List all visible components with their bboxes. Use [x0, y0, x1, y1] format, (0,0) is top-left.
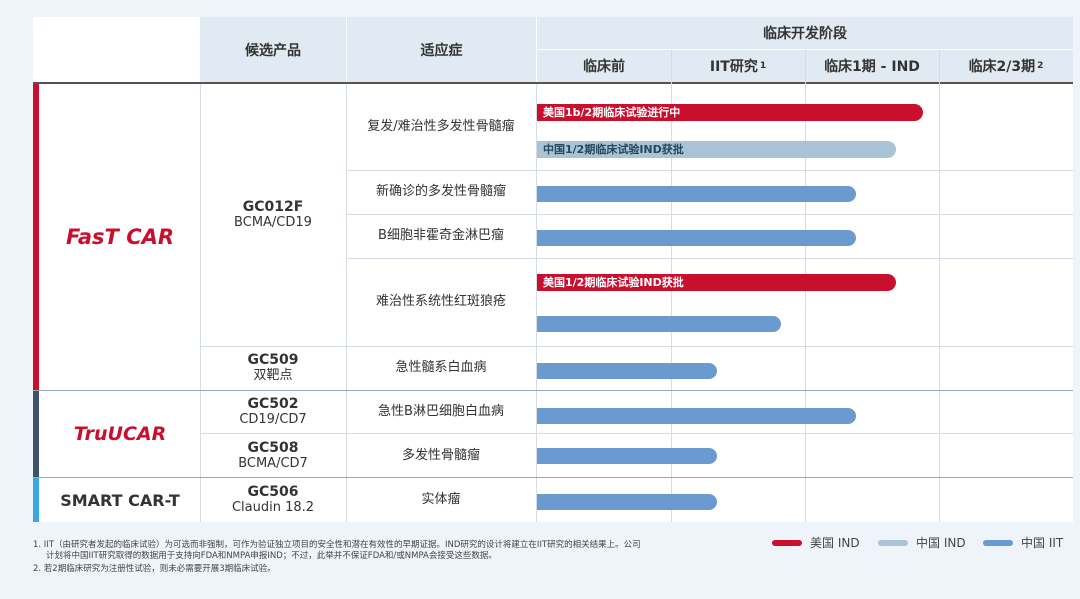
footnote-1: 1. IIT（由研究者发起的临床试验）为可选而非强制，可作为验证独立项目的安全性…	[33, 540, 773, 562]
row-line-2	[346, 214, 1073, 215]
brand-fastcar-logo: FasT CAR	[65, 225, 175, 249]
bar-gc012f-ndmm-cn-iit	[537, 186, 856, 202]
bar-gc012f-rrmm-cn-ind: 中国1/2期临床试验IND获批	[537, 141, 896, 158]
product-gc509: GC509 双靶点	[200, 346, 346, 390]
product-gc506: GC506 Claudin 18.2	[200, 478, 346, 522]
group-line-1	[33, 390, 1073, 391]
stage-divider-3	[939, 50, 940, 522]
bar-gc509-aml-cn-iit	[537, 363, 717, 379]
product-code: GC012F	[242, 199, 304, 215]
bar-gc502-ball-cn-iit	[537, 408, 856, 424]
col-divider-stage	[536, 84, 537, 522]
bar-gc508-mm-cn-iit	[537, 448, 717, 464]
header-stage-preclinical: 临床前	[583, 59, 625, 75]
product-code: GC509	[247, 352, 299, 368]
indication-rrmm: 复发/难治性多发性骨髓瘤	[367, 119, 515, 134]
header-indication: 适应症	[420, 42, 463, 59]
row-line-1	[346, 170, 1073, 171]
legend-label: 中国 IND	[916, 536, 966, 550]
header-stage-iit: IIT研究 1	[709, 59, 767, 75]
brand-strip-smartcart	[33, 478, 39, 522]
legend-swatch-us-ind	[772, 539, 802, 546]
indication-mm: 多发性骨髓瘤	[401, 447, 480, 463]
header-indication-bg	[347, 17, 536, 82]
brand-truucar-logo: TruUCAR	[73, 423, 167, 445]
bar-gc012f-bnhl-cn-iit	[537, 230, 856, 246]
legend-cn-iit: 中国 IIT	[983, 534, 1063, 551]
brand-smartcart-label: SMART CAR-T	[60, 490, 180, 510]
brand-strip-fastcar	[33, 84, 39, 390]
group-line-2	[33, 477, 1073, 478]
product-target: CD19/CD7	[239, 412, 307, 427]
header-candidate: 候选产品	[245, 42, 301, 59]
indication-ndmm: 新确诊的多发性骨髓瘤	[375, 184, 506, 199]
col-divider-product	[200, 84, 201, 522]
product-target: BCMA/CD7	[238, 455, 308, 471]
footnote-1-line-2: 计划将中国IIT研究取得的数据用于支持向FDA和NMPA申报IND；不过，此举并…	[46, 551, 497, 561]
product-code: GC506	[247, 484, 299, 500]
pipeline-panel	[33, 17, 1073, 522]
indication-solid-tumor: 实体瘤	[421, 492, 461, 507]
legend-cn-ind: 中国 IND	[878, 534, 966, 551]
footnote-2: 2. 若2期临床研究为注册性试验，则未必需要开展3期临床试验。	[33, 564, 276, 574]
product-gc502: GC502 CD19/CD7	[200, 391, 346, 433]
product-target: BCMA/CD19	[234, 215, 312, 230]
legend-label: 中国 IIT	[1021, 536, 1064, 550]
header-stage-bg	[537, 17, 1073, 49]
bar-gc012f-sle-cn-iit	[537, 316, 781, 332]
product-gc508: GC508 BCMA/CD7	[200, 434, 346, 477]
brand-strip-truucar	[33, 391, 39, 477]
legend-swatch-cn-ind	[878, 539, 908, 546]
header-stage-group: 临床开发阶段	[763, 26, 847, 42]
footnote-1-line-1: 1. IIT（由研究者发起的临床试验）为可选而非强制，可作为验证独立项目的安全性…	[33, 540, 641, 550]
bar-gc012f-sle-us-ind: 美国1/2期临床试验IND获批	[537, 274, 896, 291]
indication-ball: 急性B淋巴细胞白血病	[378, 404, 504, 419]
header-bottom-line	[33, 82, 1073, 84]
indication-aml: 急性髓系白血病	[395, 360, 487, 375]
product-code: GC502	[247, 396, 299, 412]
row-line-3	[346, 258, 1073, 259]
bar-gc012f-rrmm-us-ind: 美国1b/2期临床试验进行中	[537, 104, 923, 121]
indication-sle: 难治性系统性红斑狼疮	[375, 294, 506, 309]
legend-swatch-cn-iit	[983, 539, 1013, 546]
col-divider-indication	[346, 84, 347, 522]
row-line-5	[200, 433, 1073, 434]
product-target: 双靶点	[253, 368, 293, 383]
product-code: GC508	[247, 439, 299, 456]
product-gc012f: GC012F BCMA/CD19	[200, 84, 346, 346]
header-candidate-bg	[200, 17, 346, 82]
header-stage-phase1: 临床1期 - IND	[824, 59, 920, 75]
row-line-4	[200, 346, 1073, 347]
product-target: Claudin 18.2	[231, 500, 315, 515]
bar-gc506-solid-cn-iit	[537, 494, 717, 510]
legend-us-ind: 美国 IND	[772, 534, 860, 551]
indication-bnhl: B细胞非霍奇金淋巴瘤	[378, 228, 504, 243]
legend-label: 美国 IND	[810, 536, 860, 550]
header-stage-phase23: 临床2/3期 2	[968, 59, 1044, 75]
